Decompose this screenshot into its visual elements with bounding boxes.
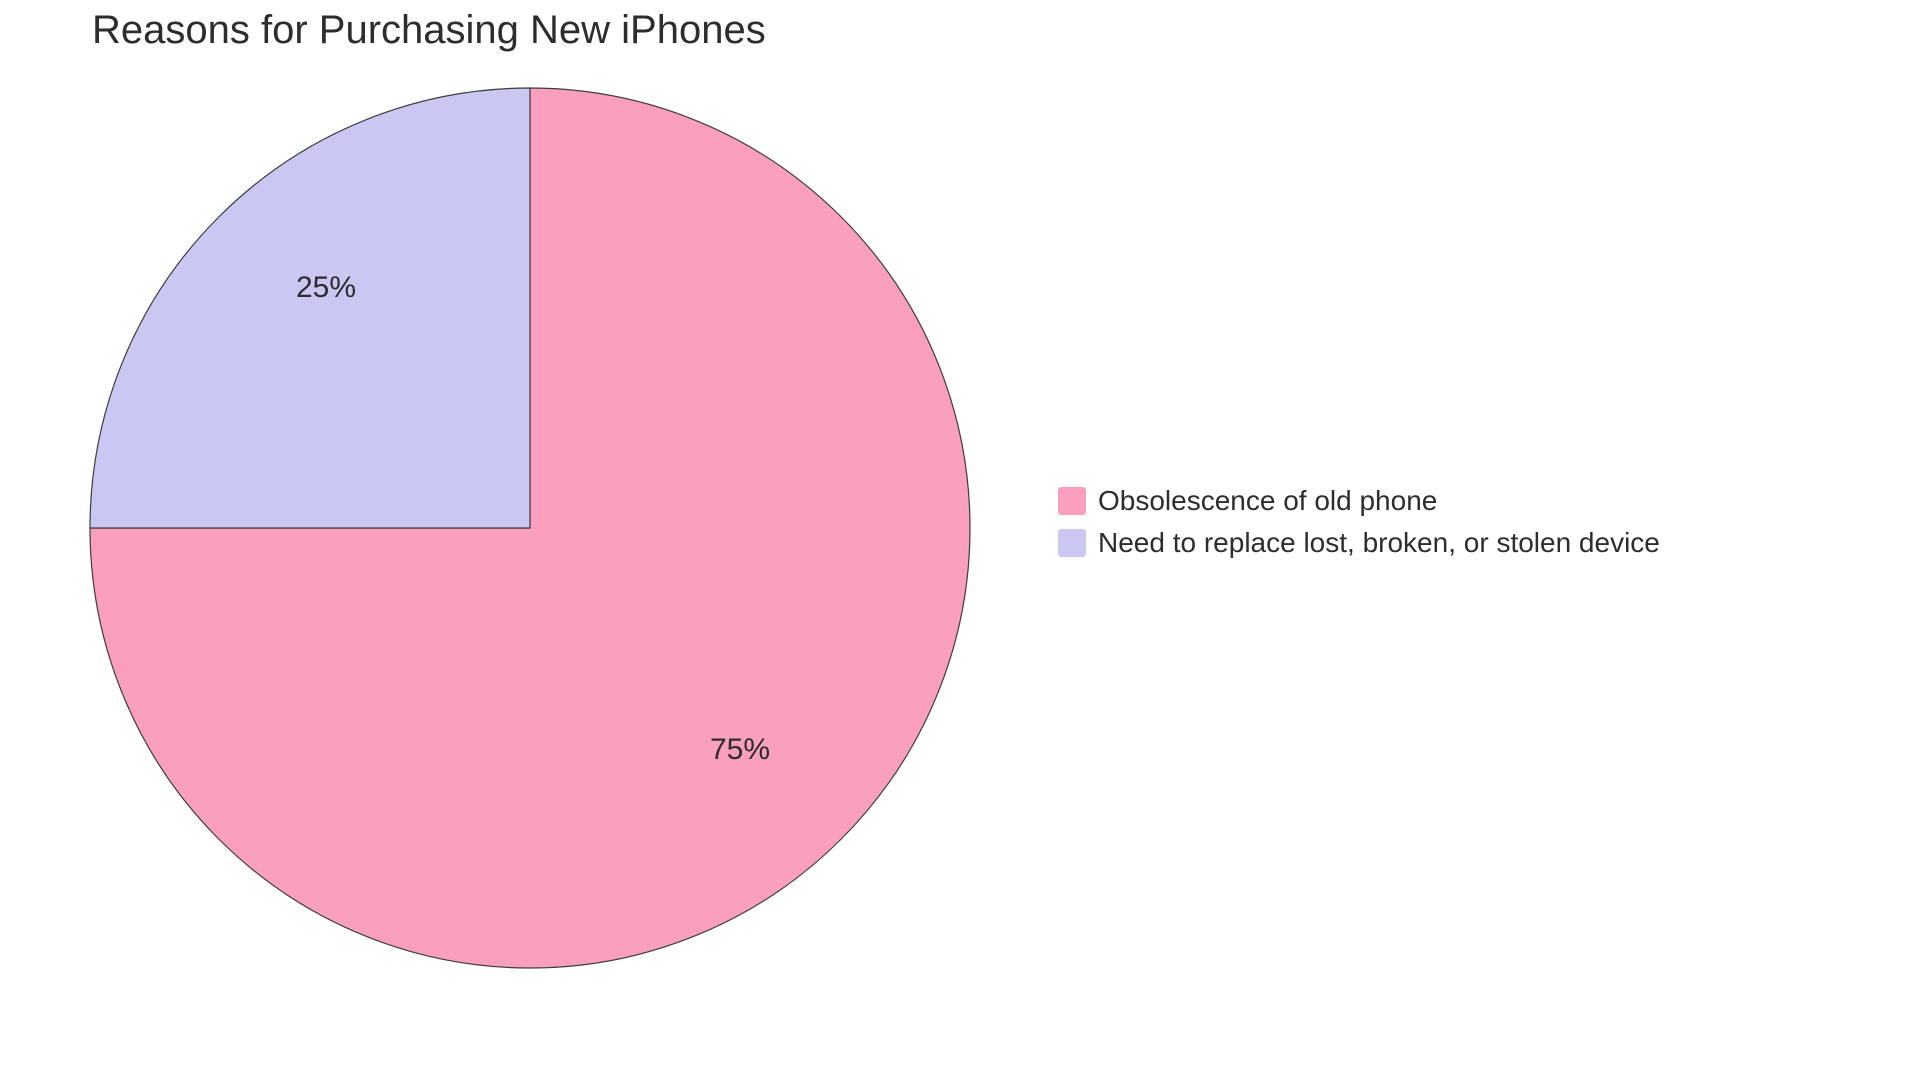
legend-label-0: Obsolescence of old phone (1098, 485, 1437, 517)
legend-swatch-0 (1058, 487, 1086, 515)
pie-slice-replace-lost-broken-stolen (90, 88, 530, 528)
pie-svg (88, 86, 972, 970)
chart-stage: Reasons for Purchasing New iPhones 75% 2… (0, 0, 1920, 1080)
slice-label-1: 25% (296, 271, 356, 305)
legend: Obsolescence of old phone Need to replac… (1058, 485, 1660, 569)
slice-label-0: 75% (710, 733, 770, 767)
legend-item-1: Need to replace lost, broken, or stolen … (1058, 527, 1660, 559)
legend-label-1: Need to replace lost, broken, or stolen … (1098, 527, 1660, 559)
legend-item-0: Obsolescence of old phone (1058, 485, 1660, 517)
pie-chart (88, 86, 972, 970)
chart-title: Reasons for Purchasing New iPhones (92, 8, 766, 53)
legend-swatch-1 (1058, 529, 1086, 557)
